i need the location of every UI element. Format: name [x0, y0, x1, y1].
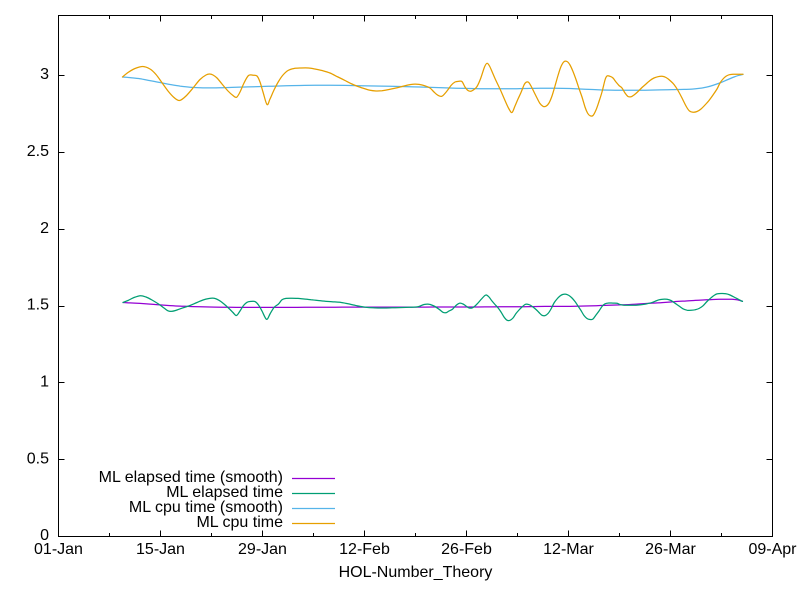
svg-text:1: 1: [40, 374, 49, 391]
svg-text:29-Jan: 29-Jan: [238, 541, 287, 558]
svg-text:15-Jan: 15-Jan: [136, 541, 185, 558]
svg-text:09-Apr: 09-Apr: [748, 541, 797, 558]
svg-text:1.5: 1.5: [27, 297, 49, 314]
svg-text:0.5: 0.5: [27, 450, 49, 467]
svg-text:12-Mar: 12-Mar: [543, 541, 594, 558]
svg-text:ML elapsed time (smooth): ML elapsed time (smooth): [99, 469, 283, 486]
svg-text:01-Jan: 01-Jan: [34, 541, 83, 558]
svg-text:2: 2: [40, 220, 49, 237]
svg-text:12-Feb: 12-Feb: [339, 541, 390, 558]
svg-text:ML elapsed time: ML elapsed time: [166, 484, 283, 501]
svg-text:HOL-Number_Theory: HOL-Number_Theory: [339, 564, 493, 581]
svg-text:0: 0: [40, 527, 49, 544]
svg-text:3: 3: [40, 66, 49, 83]
svg-text:2.5: 2.5: [27, 143, 49, 160]
svg-text:26-Feb: 26-Feb: [441, 541, 492, 558]
svg-text:26-Mar: 26-Mar: [645, 541, 696, 558]
svg-text:ML cpu time (smooth): ML cpu time (smooth): [129, 499, 283, 516]
svg-text:ML cpu time: ML cpu time: [196, 514, 283, 531]
